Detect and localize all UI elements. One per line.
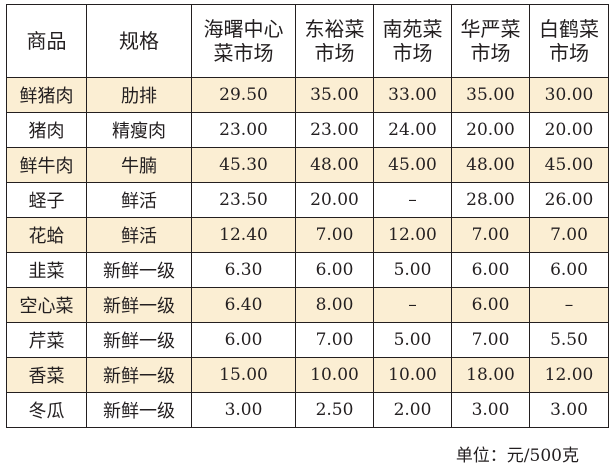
price-cell: 12.00 <box>529 357 609 393</box>
price-cell: 6.00 <box>191 322 296 358</box>
header-row: 商品 规格 海曙中心 菜市场 东裕菜 市场 南苑菜 市场 华严菜 市场 白鹤菜 市场 <box>6 4 609 78</box>
product-spec: 新鲜一级 <box>86 252 192 288</box>
price-cell: 7.00 <box>451 217 530 253</box>
header-huayan-market: 华严菜 市场 <box>451 4 530 78</box>
product-name: 香菜 <box>6 357 87 393</box>
price-cell: 33.00 <box>373 77 452 113</box>
price-cell: 29.50 <box>191 77 296 113</box>
product-spec: 新鲜一级 <box>86 357 192 393</box>
price-cell: 35.00 <box>451 77 530 113</box>
price-cell: 10.00 <box>373 357 452 393</box>
header-product: 商品 <box>6 4 87 78</box>
price-cell: 7.00 <box>295 217 374 253</box>
price-cell: 7.00 <box>529 217 609 253</box>
price-cell: 35.00 <box>295 77 374 113</box>
table-row: 鲜牛肉 牛腩 45.30 48.00 45.00 48.00 45.00 <box>6 147 609 183</box>
table-row: 蛏子 鲜活 23.50 20.00 – 28.00 26.00 <box>6 182 609 218</box>
price-cell: 5.00 <box>373 322 452 358</box>
price-cell: 10.00 <box>295 357 374 393</box>
price-cell: – <box>529 287 609 323</box>
product-spec: 新鲜一级 <box>86 322 192 358</box>
price-cell: 20.00 <box>295 182 374 218</box>
price-cell: – <box>373 287 452 323</box>
table-row: 鲜猪肉 肋排 29.50 35.00 33.00 35.00 30.00 <box>6 77 609 113</box>
price-cell: 45.00 <box>529 147 609 183</box>
product-spec: 鲜活 <box>86 217 192 253</box>
price-cell: 6.30 <box>191 252 296 288</box>
price-cell: 15.00 <box>191 357 296 393</box>
table-row: 空心菜 新鲜一级 6.40 8.00 – 6.00 – <box>6 287 609 323</box>
price-cell: 6.40 <box>191 287 296 323</box>
product-name: 猪肉 <box>6 112 87 148</box>
price-cell: 20.00 <box>451 112 530 148</box>
price-cell: 28.00 <box>451 182 530 218</box>
price-cell: 6.00 <box>451 252 530 288</box>
header-baihe-market: 白鹤菜 市场 <box>529 4 609 78</box>
product-spec: 新鲜一级 <box>86 287 192 323</box>
price-cell: 3.00 <box>529 392 609 428</box>
price-cell: 48.00 <box>451 147 530 183</box>
price-cell: 20.00 <box>529 112 609 148</box>
product-spec: 鲜活 <box>86 182 192 218</box>
product-name: 芹菜 <box>6 322 87 358</box>
price-cell: 3.00 <box>451 392 530 428</box>
header-spec: 规格 <box>86 4 192 78</box>
table-row: 韭菜 新鲜一级 6.30 6.00 5.00 6.00 6.00 <box>6 252 609 288</box>
product-spec: 牛腩 <box>86 147 192 183</box>
table-row: 猪肉 精瘦肉 23.00 23.00 24.00 20.00 20.00 <box>6 112 609 148</box>
table-row: 冬瓜 新鲜一级 3.00 2.50 2.00 3.00 3.00 <box>6 392 609 428</box>
price-cell: 6.00 <box>451 287 530 323</box>
product-spec: 肋排 <box>86 77 192 113</box>
product-name: 冬瓜 <box>6 392 87 428</box>
product-name: 韭菜 <box>6 252 87 288</box>
table-row: 芹菜 新鲜一级 6.00 7.00 5.00 7.00 5.50 <box>6 322 609 358</box>
price-cell: 8.00 <box>295 287 374 323</box>
price-cell: 45.00 <box>373 147 452 183</box>
price-cell: – <box>373 182 452 218</box>
price-cell: 3.00 <box>191 392 296 428</box>
price-cell: 2.50 <box>295 392 374 428</box>
price-cell: 26.00 <box>529 182 609 218</box>
price-cell: 7.00 <box>295 322 374 358</box>
product-name: 鲜猪肉 <box>6 77 87 113</box>
price-cell: 6.00 <box>295 252 374 288</box>
price-cell: 6.00 <box>529 252 609 288</box>
price-cell: 2.00 <box>373 392 452 428</box>
price-cell: 23.00 <box>191 112 296 148</box>
header-haishu-market: 海曙中心 菜市场 <box>191 4 296 78</box>
header-dongyu-market: 东裕菜 市场 <box>295 4 374 78</box>
price-cell: 45.30 <box>191 147 296 183</box>
product-name: 花蛤 <box>6 217 87 253</box>
price-cell: 23.50 <box>191 182 296 218</box>
price-table: 商品 规格 海曙中心 菜市场 东裕菜 市场 南苑菜 市场 华严菜 市场 白鹤菜 市场 鲜猪… <box>6 4 609 428</box>
product-name: 空心菜 <box>6 287 87 323</box>
price-cell: 30.00 <box>529 77 609 113</box>
price-cell: 24.00 <box>373 112 452 148</box>
price-cell: 5.00 <box>373 252 452 288</box>
price-cell: 12.40 <box>191 217 296 253</box>
price-cell: 5.50 <box>529 322 609 358</box>
price-cell: 7.00 <box>451 322 530 358</box>
product-spec: 精瘦肉 <box>86 112 192 148</box>
price-cell: 18.00 <box>451 357 530 393</box>
price-cell: 48.00 <box>295 147 374 183</box>
product-name: 鲜牛肉 <box>6 147 87 183</box>
price-cell: 23.00 <box>295 112 374 148</box>
product-name: 蛏子 <box>6 182 87 218</box>
table-row: 花蛤 鲜活 12.40 7.00 12.00 7.00 7.00 <box>6 217 609 253</box>
unit-note: 单位：元/500克 <box>455 446 579 466</box>
product-spec: 新鲜一级 <box>86 392 192 428</box>
header-nanyuan-market: 南苑菜 市场 <box>373 4 452 78</box>
table-row: 香菜 新鲜一级 15.00 10.00 10.00 18.00 12.00 <box>6 357 609 393</box>
price-cell: 12.00 <box>373 217 452 253</box>
